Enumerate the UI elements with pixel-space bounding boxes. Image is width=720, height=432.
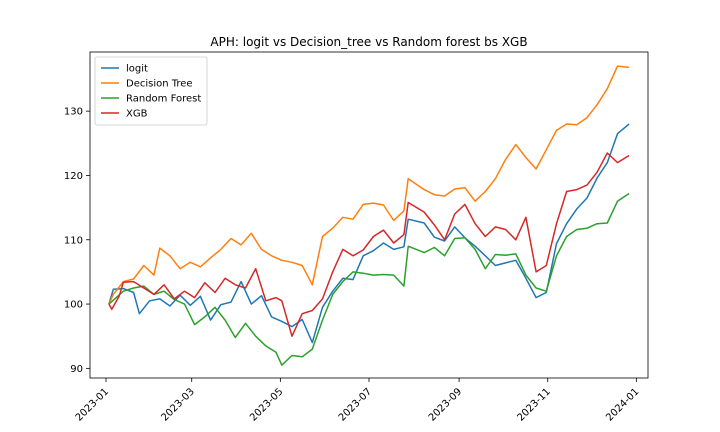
y-tick-label: 120 (64, 171, 83, 182)
series-line-random-forest (108, 192, 630, 366)
legend-label: XGB (126, 109, 148, 120)
y-tick-label: 110 (64, 235, 83, 246)
x-tick-label: 2023-03 (160, 386, 197, 423)
x-tick-label: 2023-11 (516, 386, 553, 423)
x-tick-label: 2023-05 (248, 386, 285, 423)
legend-box (94, 56, 208, 126)
series-line-decision-tree (108, 65, 630, 305)
y-tick-label: 130 (64, 107, 83, 118)
series-layer (108, 65, 630, 366)
y-tick-label: 100 (64, 300, 83, 311)
series-line-logit (108, 123, 630, 344)
legend: logit Decision Tree Random Forest XGB (94, 56, 208, 126)
x-tick-label: 2023-09 (427, 386, 464, 423)
x-tick-label: 2023-01 (74, 386, 111, 423)
series-line-xgb (108, 152, 630, 337)
x-tick-label: 2023-07 (337, 386, 374, 423)
x-axis: 2023-01 2023-03 2023-05 2023-07 2023-09 2023-… (74, 378, 641, 424)
chart-title: APH: logit vs Decision_tree vs Random fo… (210, 35, 527, 49)
legend-label: logit (126, 64, 148, 75)
legend-label: Random Forest (126, 94, 201, 105)
legend-label: Decision Tree (126, 79, 193, 90)
y-axis: 90 100 110 120 130 (64, 107, 90, 375)
y-tick-label: 90 (70, 364, 83, 375)
x-tick-label: 2024-01 (604, 386, 641, 423)
